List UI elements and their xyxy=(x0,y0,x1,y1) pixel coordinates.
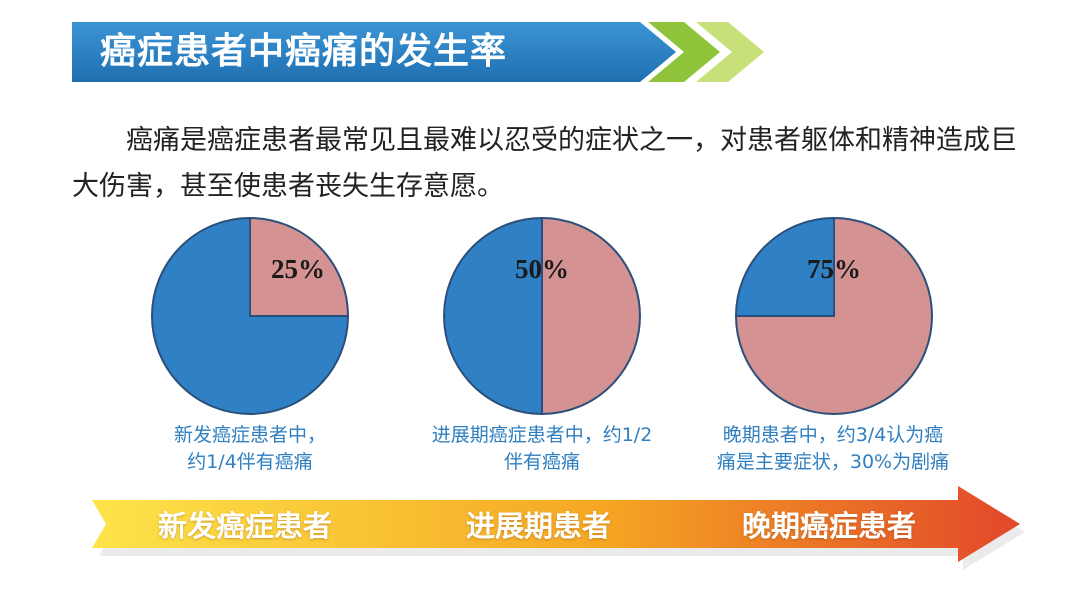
pie-slice-other xyxy=(151,216,350,415)
pie-chart-new: 25% xyxy=(151,216,350,415)
pie-slice-other xyxy=(443,216,543,416)
caption-line: 新发癌症患者中， xyxy=(173,424,326,446)
page-title: 癌症患者中癌痛的发生率 xyxy=(100,31,508,72)
arrow-shape xyxy=(92,486,1020,562)
pie-percent-label: 75% xyxy=(807,254,861,284)
stage-label-progressive: 进展期患者 xyxy=(466,509,612,543)
caption-line: 晚期患者中，约3/4认为癌 xyxy=(722,424,944,446)
pie-slice-pain xyxy=(734,216,933,415)
intro-paragraph: 癌痛是癌症患者最常见且最难以忍受的症状之一，对患者躯体和精神造成巨大伤害，甚至使… xyxy=(72,125,1017,202)
chevron-1-icon xyxy=(648,22,720,82)
pie-percent-label: 25% xyxy=(271,254,325,284)
chart-caption-new: 新发癌症患者中， 约1/4伴有癌痛 xyxy=(100,422,400,476)
chevron-2-icon xyxy=(696,22,764,82)
pie-chart-progressive: 50% xyxy=(443,216,641,416)
pie-chart-advanced: 75% xyxy=(734,216,933,415)
caption-line: 痛是主要症状，30%为剧痛 xyxy=(716,451,950,473)
chart-caption-advanced: 晚期患者中，约3/4认为癌 痛是主要症状，30%为剧痛 xyxy=(683,422,983,476)
pie-slice-pain xyxy=(541,216,641,416)
chart-caption-progressive: 进展期癌症患者中，约1/2 伴有癌痛 xyxy=(392,422,692,476)
pie-percent-label: 50% xyxy=(515,254,569,284)
caption-line: 伴有癌痛 xyxy=(503,451,580,473)
pie-slice-other xyxy=(734,216,835,317)
title-banner xyxy=(72,22,764,82)
pie-charts: 25% 50% 75% xyxy=(151,216,933,416)
pie-slice-pain xyxy=(249,216,350,317)
stage-label-advanced: 晚期癌症患者 xyxy=(742,509,917,543)
stage-label-new: 新发癌症患者 xyxy=(158,509,333,543)
stage-arrow xyxy=(92,486,1025,570)
caption-line: 进展期癌症患者中，约1/2 xyxy=(431,424,653,446)
caption-line: 约1/4伴有癌痛 xyxy=(187,451,313,473)
title-bar-shape xyxy=(72,22,676,82)
